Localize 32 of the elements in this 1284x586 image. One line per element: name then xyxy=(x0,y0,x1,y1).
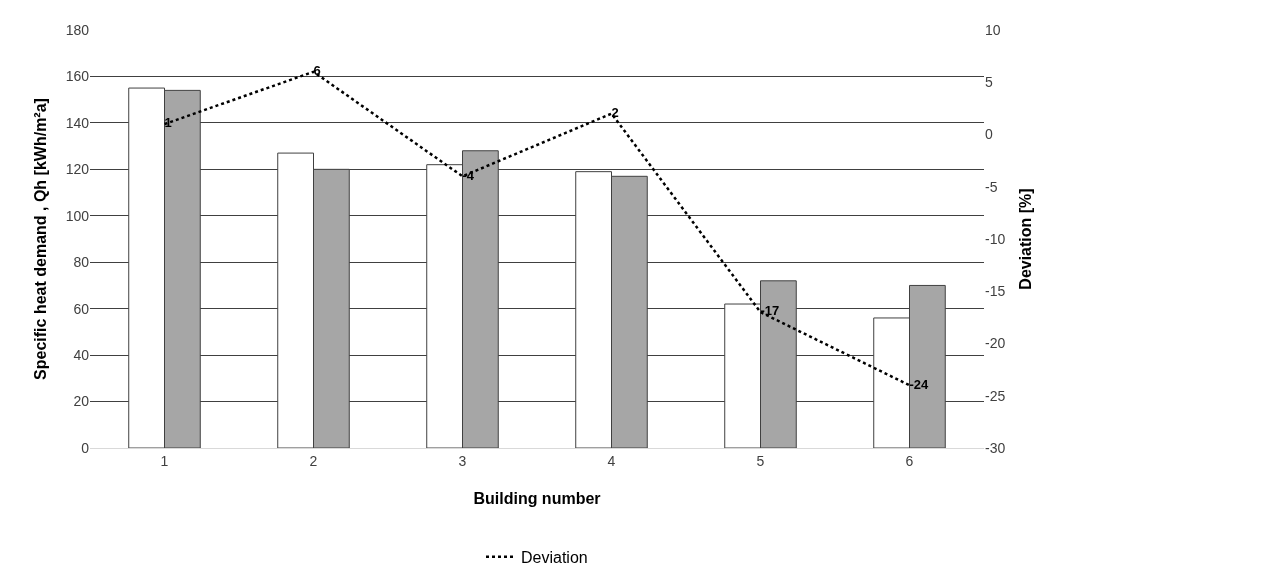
data-label: 1 xyxy=(164,115,172,131)
y2-tick-label: 0 xyxy=(985,126,993,143)
x-tick-label: 2 xyxy=(309,452,318,469)
legend-label: Deviation xyxy=(521,549,588,567)
y-tick-label: 140 xyxy=(65,114,90,131)
x-tick-label: 4 xyxy=(607,452,616,469)
y-axis-title: Specific heat demand , Qh [kWh/m²a] xyxy=(31,98,49,380)
y2-axis-title: Deviation [%] xyxy=(1017,188,1035,290)
data-label: -17 xyxy=(760,303,780,319)
y2-tick-label: -25 xyxy=(985,387,1006,404)
x-tick-label: 3 xyxy=(458,452,467,469)
y2-tick-label: 5 xyxy=(985,74,993,91)
y-tick-label: 60 xyxy=(73,300,90,317)
y2-tick-label: -20 xyxy=(985,335,1006,352)
x-tick-label: 5 xyxy=(756,452,765,469)
y-tick-label: 20 xyxy=(73,393,90,410)
y2-tick-label: -30 xyxy=(985,439,1006,456)
x-tick-label: 6 xyxy=(905,452,914,469)
data-label: -24 xyxy=(909,376,930,392)
y-tick-label: 180 xyxy=(65,21,90,38)
y2-tick-label: -15 xyxy=(985,283,1006,300)
y-tick-label: 100 xyxy=(65,207,90,224)
y2-tick-label: -5 xyxy=(985,178,998,195)
y-tick-label: 120 xyxy=(65,161,90,178)
y-tick-label: 0 xyxy=(81,439,90,456)
x-tick-label: 1 xyxy=(160,452,169,469)
y-tick-label: 80 xyxy=(73,254,90,271)
y2-tick-label: -10 xyxy=(985,230,1006,247)
y-tick-label: 160 xyxy=(65,68,90,85)
y-tick-label: 40 xyxy=(73,347,90,364)
y2-tick-label: 10 xyxy=(985,21,1001,38)
x-axis-title: Building number xyxy=(473,490,601,508)
